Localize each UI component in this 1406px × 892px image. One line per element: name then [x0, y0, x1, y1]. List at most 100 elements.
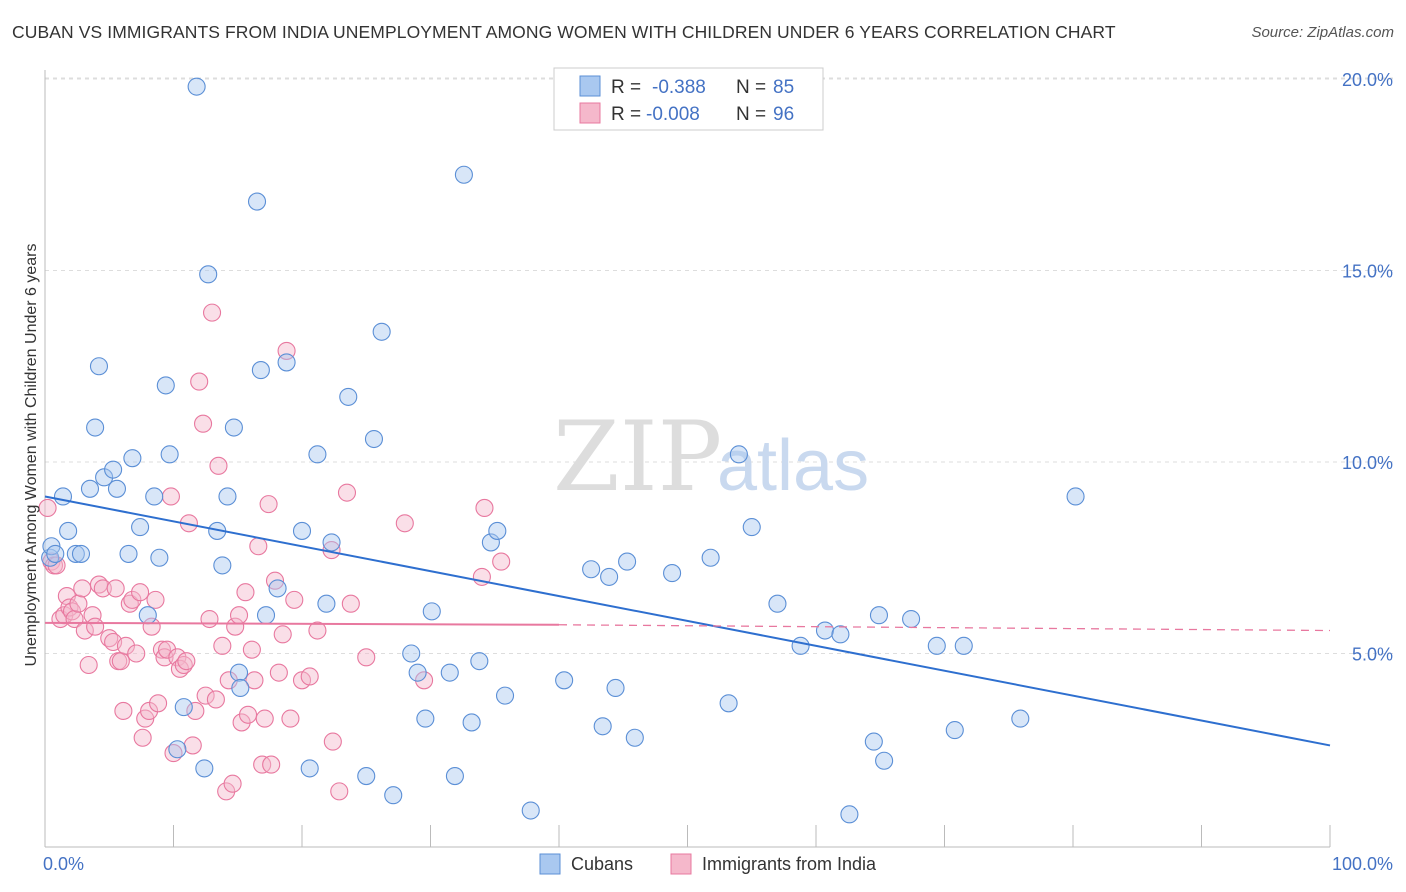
watermark-zip: ZIP: [553, 401, 722, 513]
point-1-22: [111, 652, 130, 671]
point-0-25: [199, 265, 218, 284]
point-1-0: [38, 498, 57, 518]
point-1-26: [123, 590, 142, 609]
point-0-67: [663, 564, 682, 583]
point-0-57: [488, 521, 507, 540]
point-1-48: [194, 414, 213, 433]
legend-swatch-india: [579, 102, 601, 124]
point-1-62: [238, 705, 258, 724]
point-1-81: [330, 782, 349, 801]
point-1-58: [226, 617, 245, 636]
point-1-33: [146, 590, 165, 609]
point-0-76: [840, 805, 859, 824]
point-0-22: [174, 698, 193, 717]
gridlines: [45, 77, 1395, 654]
point-0-24: [195, 759, 214, 778]
point-1-27: [127, 644, 146, 663]
watermark-atlas: atlas: [717, 426, 869, 506]
point-1-80: [323, 732, 342, 751]
point-0-43: [357, 767, 376, 786]
point-0-5: [66, 544, 85, 563]
point-0-14: [123, 449, 142, 468]
point-0-64: [606, 678, 625, 698]
point-1-50: [200, 609, 219, 629]
point-0-27: [213, 556, 232, 575]
trend-line-india-solid: [44, 621, 560, 626]
legend-swatch-cubans: [579, 75, 601, 97]
point-0-19: [156, 376, 175, 395]
point-1-72: [273, 625, 292, 644]
point-1-60: [232, 713, 251, 732]
point-1-20: [106, 579, 125, 598]
point-0-83: [954, 636, 973, 655]
point-0-20: [160, 445, 179, 464]
point-0-17: [145, 487, 164, 506]
point-0-34: [256, 606, 276, 625]
legend-n-value-2: 96: [773, 104, 794, 125]
point-1-38: [161, 487, 180, 506]
point-1-23: [114, 701, 133, 721]
point-0-56: [481, 533, 500, 552]
point-0-70: [729, 445, 748, 464]
data-points: [38, 77, 1085, 824]
legend-r-label-1: R =: [611, 77, 641, 98]
point-1-49: [196, 686, 215, 705]
x-tick-label-0: 0.0%: [43, 854, 84, 874]
point-1-24: [116, 636, 136, 655]
point-0-2: [46, 544, 65, 563]
x-tick-label-1: 100.0%: [1332, 854, 1393, 874]
legend-n-label-1: N =: [736, 77, 766, 98]
point-1-59: [229, 606, 249, 625]
point-0-73: [791, 636, 810, 655]
point-1-61: [236, 583, 255, 602]
point-1-85: [395, 514, 414, 533]
point-0-15: [131, 518, 150, 537]
point-0-63: [600, 567, 619, 586]
point-1-51: [203, 303, 222, 322]
point-1-45: [183, 736, 202, 755]
point-0-35: [268, 579, 287, 598]
y-tick-label-3: 20.0%: [1342, 70, 1393, 90]
point-1-55: [217, 782, 236, 801]
point-0-85: [1066, 487, 1085, 506]
point-1-28: [131, 583, 150, 602]
point-0-79: [875, 751, 894, 770]
point-0-47: [402, 644, 421, 663]
bottom-legend-label-cubans: Cubans: [571, 854, 633, 874]
point-0-75: [831, 625, 850, 644]
point-1-67: [255, 709, 274, 728]
point-1-11: [73, 579, 92, 598]
legend-n-label-2: N =: [736, 104, 766, 125]
point-0-16: [138, 606, 157, 625]
point-1-17: [93, 579, 112, 598]
point-0-7: [80, 479, 100, 498]
point-0-61: [582, 560, 601, 579]
point-1-3: [47, 556, 66, 575]
legend-n-value-1: 85: [773, 77, 794, 98]
point-1-88: [475, 498, 494, 518]
point-0-21: [168, 740, 187, 759]
bottom-legend: Cubans Immigrants from India: [539, 853, 877, 875]
point-0-13: [119, 544, 138, 563]
point-1-10: [69, 594, 88, 613]
point-0-81: [927, 636, 946, 655]
point-0-37: [292, 521, 312, 540]
point-1-54: [213, 636, 232, 655]
point-1-57: [223, 774, 242, 793]
point-0-4: [59, 521, 78, 540]
series-points-1: [38, 303, 511, 801]
point-0-29: [224, 418, 243, 437]
axes: [44, 70, 1331, 848]
point-0-9: [89, 357, 109, 376]
point-0-69: [719, 694, 738, 713]
point-1-43: [177, 652, 196, 671]
point-1-64: [245, 671, 264, 690]
point-0-60: [555, 671, 574, 690]
point-1-46: [186, 701, 205, 721]
point-0-49: [416, 709, 435, 728]
y-tick-label-2: 15.0%: [1342, 262, 1393, 282]
point-0-52: [445, 767, 464, 786]
trend-line-india-dashed: [558, 624, 1331, 632]
point-0-40: [317, 594, 336, 613]
